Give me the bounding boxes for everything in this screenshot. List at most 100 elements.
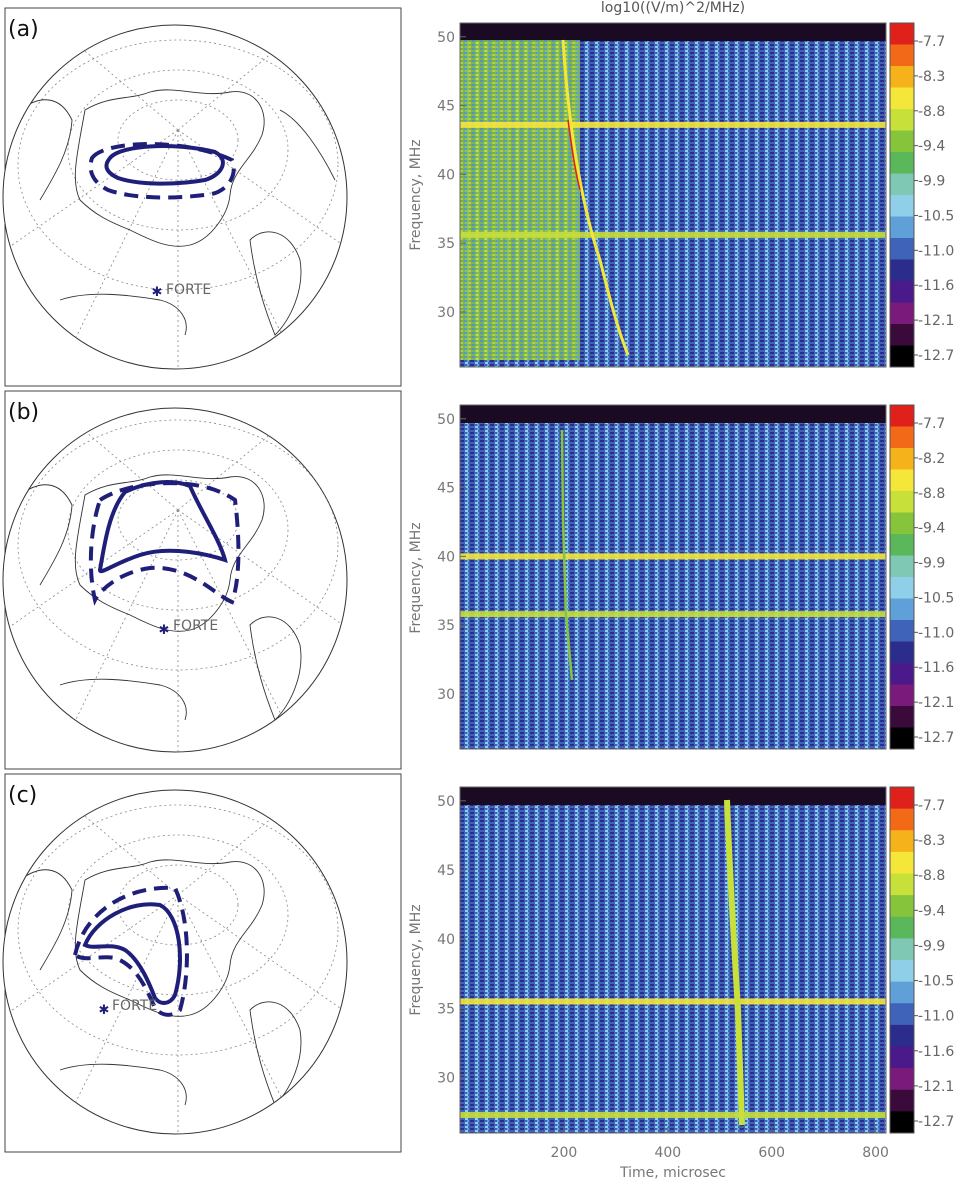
colorbar-tick-label: -11.0 xyxy=(918,243,954,259)
colorbar-tick-label: -9.9 xyxy=(918,174,945,190)
y-tick-label: 50 xyxy=(437,794,455,810)
colorbar-tick-label: -9.4 xyxy=(918,139,945,155)
detection-contour-dashed xyxy=(88,481,241,606)
colorbar-tick-label: -10.5 xyxy=(918,208,954,224)
colorbar-tick-label: -8.3 xyxy=(918,833,945,849)
x-tick-label: 600 xyxy=(758,1145,785,1161)
colorbar-swatch xyxy=(890,1068,914,1091)
colorbar-swatch xyxy=(890,938,914,961)
panel-label: (b) xyxy=(8,400,39,425)
colorbar-tick-label: -12.1 xyxy=(918,313,954,329)
colorbar-swatch xyxy=(890,195,914,217)
colorbar-swatch xyxy=(890,873,914,896)
y-tick-label: 45 xyxy=(437,99,455,115)
spectrogram: 50 45 40 35 30 xyxy=(437,404,887,750)
spectrogram-lowfreq-band xyxy=(460,23,886,41)
colorbar-swatch xyxy=(890,324,914,346)
colorbar-swatch xyxy=(890,44,914,67)
colorbar-swatch xyxy=(890,555,914,578)
colorbar-tick-label: -12.7 xyxy=(918,730,954,746)
forte-marker-icon: ✱ xyxy=(152,285,163,300)
y-axis-label: Frequency, MHz xyxy=(408,522,424,633)
colorbar-tick-label: -11.6 xyxy=(918,1044,954,1060)
colorbar-tick-label: -11.6 xyxy=(918,660,954,676)
y-tick-label: 40 xyxy=(437,932,455,948)
y-axis-label: Frequency, MHz xyxy=(408,904,424,1015)
colorbar-swatch xyxy=(890,851,914,874)
carrier-line xyxy=(460,231,886,238)
colorbar-tick-label: -12.7 xyxy=(918,1114,954,1130)
colorbar-tick-label: -11.6 xyxy=(918,278,954,294)
carrier-line xyxy=(460,1112,886,1119)
colorbar-swatch xyxy=(890,808,914,831)
colorbar-swatch xyxy=(890,620,914,642)
carrier-line xyxy=(460,611,886,618)
carrier-line xyxy=(460,121,886,128)
colorbar-swatch xyxy=(890,426,914,449)
colorbar-tick-label: -7.7 xyxy=(918,34,945,50)
colorbar-tick-label: -8.8 xyxy=(918,104,945,120)
colorbar-swatch xyxy=(890,916,914,939)
colorbar-tick-label: -9.9 xyxy=(918,556,945,572)
colorbar-swatch xyxy=(890,1024,914,1047)
colorbar-tick-label: -12.7 xyxy=(918,348,954,364)
colorbar-swatch xyxy=(890,727,914,750)
colorbar-swatch xyxy=(890,684,914,707)
y-tick-label: 30 xyxy=(437,687,455,703)
colorbar-tick-label: -11.0 xyxy=(918,1009,954,1025)
colorbar-swatch xyxy=(890,87,914,110)
colorbar-swatch xyxy=(890,577,914,599)
colorbar-swatch xyxy=(890,1003,914,1026)
colorbar-swatch xyxy=(890,130,914,153)
x-tick-label: 200 xyxy=(551,1145,578,1161)
y-tick-label: 45 xyxy=(437,481,455,497)
colorbar-swatch xyxy=(890,152,914,174)
colorbar-swatch xyxy=(890,448,914,470)
colorbar-swatch xyxy=(890,960,914,983)
carrier-line xyxy=(460,553,886,560)
colorbar-tick-label: -8.3 xyxy=(918,69,945,85)
colorbar-swatch xyxy=(890,1111,914,1134)
dispersed-trace xyxy=(561,39,630,356)
spectrogram-lowfreq-band xyxy=(460,787,886,805)
colorbar-swatch xyxy=(890,173,914,196)
panel-label: (a) xyxy=(8,17,39,42)
colorbar-swatch xyxy=(890,895,914,918)
colorbar-swatch xyxy=(890,491,914,513)
colorbar-swatch xyxy=(890,641,914,664)
colorbar-swatch xyxy=(890,216,914,239)
panel-label: (c) xyxy=(8,783,37,808)
colorbar-swatch xyxy=(890,302,914,325)
dispersed-trace-core xyxy=(567,119,581,191)
colorbar-swatch xyxy=(890,663,914,685)
colorbar-swatch xyxy=(890,281,914,303)
x-axis-label: Time, microsec xyxy=(619,1165,726,1181)
colorbar-title: log10((V/m)^2/MHz) xyxy=(601,0,745,16)
colorbar-tick-label: -8.2 xyxy=(918,451,945,467)
colorbar-swatch xyxy=(890,534,914,556)
colorbar-swatch xyxy=(890,66,914,88)
spectrogram-lowfreq-band xyxy=(460,405,886,423)
y-tick-label: 30 xyxy=(437,305,455,321)
colorbar-tick-label: -8.8 xyxy=(918,868,945,884)
colorbar-tick-label: -7.7 xyxy=(918,416,945,432)
colorbar-tick-label: -10.5 xyxy=(918,974,954,990)
colorbar-tick-label: -9.9 xyxy=(918,938,945,954)
colorbar-swatch xyxy=(890,512,914,535)
panel-a: (a) ✱ xyxy=(2,7,954,387)
y-tick-label: 35 xyxy=(437,236,455,252)
colorbar-tick-label: -9.4 xyxy=(918,521,945,537)
colorbar-swatch xyxy=(890,1089,914,1112)
colorbar-tick-label: -11.0 xyxy=(918,625,954,641)
spectrogram-background xyxy=(460,405,886,749)
y-tick-label: 30 xyxy=(437,1071,455,1087)
spectrogram-green-region xyxy=(460,40,580,360)
colorbar: -7.7 -8.2 -8.8 -9.4 -9.9 -10.5 -11.0 -11.6 -12.1… xyxy=(889,404,954,750)
colorbar-swatch xyxy=(890,405,914,427)
colorbar-swatch xyxy=(890,23,914,45)
colorbar-swatch xyxy=(890,787,914,810)
colorbar-swatch xyxy=(890,1046,914,1069)
colorbar-swatch xyxy=(890,830,914,853)
forte-marker-icon: ✱ xyxy=(159,623,170,638)
